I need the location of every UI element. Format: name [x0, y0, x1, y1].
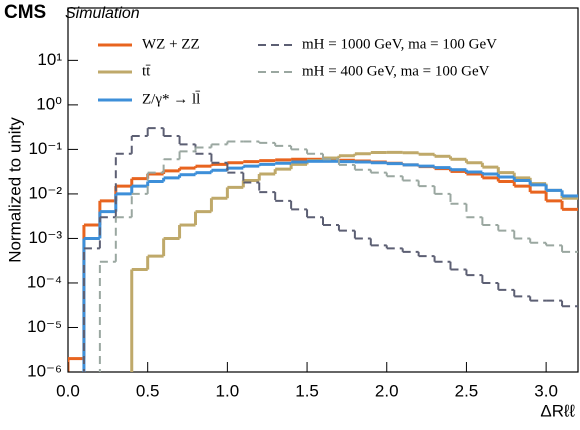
y-tick-label: 10⁻¹: [28, 139, 62, 158]
y-tick-label: 10⁻⁴: [27, 272, 62, 291]
plot-frame: [67, 7, 579, 373]
y-tick-label: 10⁰: [36, 94, 62, 113]
legend-label: WZ + ZZ: [142, 36, 200, 52]
y-tick-label: 10⁻³: [28, 228, 62, 247]
legend-label: Z/γ* → ll̄: [142, 91, 201, 107]
legend-label: mH = 400 GeV, ma = 100 GeV: [302, 63, 490, 79]
x-tick-label: 0.5: [136, 381, 160, 400]
x-tick-label: 2.0: [375, 381, 399, 400]
chart-title: CMS: [4, 2, 46, 23]
plot-area: [68, 127, 578, 372]
legend-label: mH = 1000 GeV, ma = 100 GeV: [302, 36, 497, 52]
x-tick-label: 1.5: [295, 381, 319, 400]
y-axis-label: Normalized to unity: [5, 117, 24, 263]
y-tick-label: 10¹: [37, 50, 62, 69]
chart-subtitle: Simulation: [65, 5, 140, 22]
x-tick-label: 3.0: [534, 381, 558, 400]
y-tick-label: 10⁻⁵: [27, 317, 62, 336]
x-tick-label: 2.5: [455, 381, 479, 400]
x-tick-label: 1.0: [216, 381, 240, 400]
x-tick-label: 0.0: [56, 381, 80, 400]
x-axis-label: ΔRℓℓ: [540, 401, 575, 420]
legend-label: tt̄: [142, 63, 151, 79]
y-tick-label: 10⁻²: [28, 183, 62, 202]
y-tick-label: 10⁻⁶: [27, 361, 62, 380]
